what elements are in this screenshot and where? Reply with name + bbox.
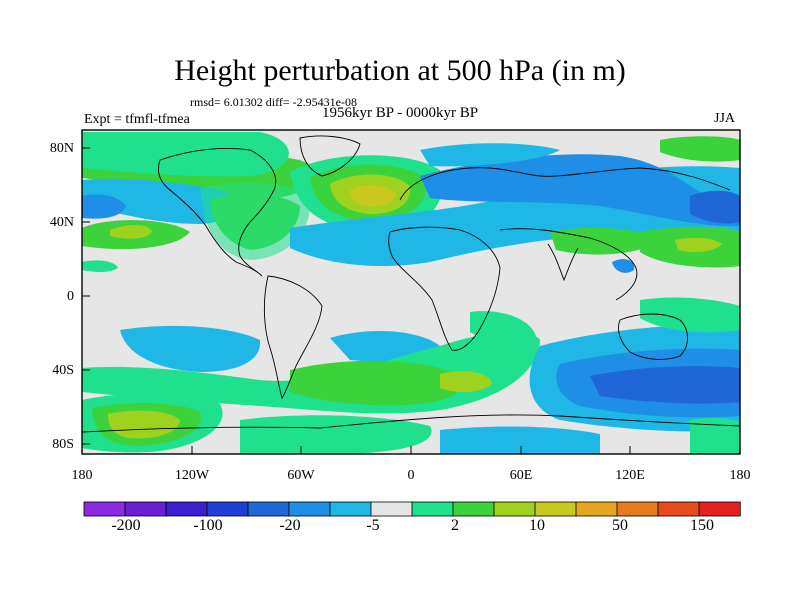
field-eq-green bbox=[82, 260, 118, 272]
colorbar-label-neg200: -200 bbox=[111, 517, 141, 534]
colorbar-swatch bbox=[165, 501, 208, 517]
colorbar-swatch bbox=[411, 501, 454, 517]
field-sh-east-deep bbox=[590, 366, 740, 404]
colorbar-label-150: 150 bbox=[690, 517, 714, 534]
lon-label-60w: 60W bbox=[287, 468, 315, 483]
lon-label-120e: 120E bbox=[615, 468, 645, 483]
field-asia-blue-small bbox=[612, 259, 635, 273]
lon-label-180w: 180 bbox=[71, 468, 93, 483]
field-arctic-light bbox=[82, 132, 289, 177]
field-pac-east-yellow bbox=[675, 237, 722, 252]
coastlines bbox=[82, 135, 740, 433]
field-sh-sw-yellow bbox=[108, 410, 180, 439]
coast-antarctica bbox=[82, 414, 740, 433]
field-sh-ne-green bbox=[640, 297, 740, 333]
field-ne-green bbox=[660, 136, 740, 162]
season-label: JJA bbox=[714, 111, 736, 126]
coast-north-america bbox=[158, 148, 277, 277]
period-label: 1956kyr BP - 0000kyr BP bbox=[322, 105, 479, 121]
lon-label-180e: 180 bbox=[729, 468, 751, 483]
field-eurasia-mid bbox=[420, 154, 740, 227]
coast-africa bbox=[388, 226, 501, 351]
colorbar-label-10: 10 bbox=[529, 517, 545, 534]
colorbar-label-2: 2 bbox=[451, 517, 459, 534]
coast-south-america bbox=[263, 275, 323, 400]
colorbar-swatch bbox=[329, 501, 372, 517]
lat-label-80s: 80S bbox=[52, 437, 74, 452]
colorbar-swatch bbox=[247, 501, 290, 517]
colorbar-swatch bbox=[698, 501, 741, 517]
chart-title: Height perturbation at 500 hPa (in m) bbox=[174, 54, 626, 87]
colorbar-swatch bbox=[452, 501, 495, 517]
colorbar-swatch bbox=[124, 501, 167, 517]
field-eurasia-top bbox=[420, 143, 560, 167]
field-atl-core bbox=[350, 185, 396, 207]
field-us-light bbox=[200, 182, 311, 260]
field-pac-yellow bbox=[110, 224, 152, 239]
field-sh-ant-blue bbox=[440, 426, 600, 454]
field-sh-africa-green bbox=[470, 311, 536, 343]
lat-label-40n: 40N bbox=[49, 215, 74, 230]
colorbar-swatch bbox=[288, 501, 331, 517]
colorbar-label-50: 50 bbox=[612, 517, 628, 534]
lon-label-60e: 60E bbox=[509, 468, 533, 483]
coast-australia bbox=[618, 313, 688, 360]
lon-label-120w: 120W bbox=[174, 468, 210, 483]
field-eurasia-deep bbox=[690, 190, 740, 224]
field-sh-blue-west bbox=[120, 325, 261, 372]
colorbar-swatch bbox=[575, 501, 618, 517]
coast-asia bbox=[499, 228, 638, 301]
lat-label-80n: 80N bbox=[49, 141, 74, 156]
field-sh-yellow bbox=[440, 371, 492, 393]
map-ticks bbox=[81, 147, 741, 454]
lon-label-0: 0 bbox=[407, 468, 415, 483]
field-sh-green-mid bbox=[290, 360, 461, 406]
lat-label-40s: 40S bbox=[52, 363, 74, 378]
coast-india bbox=[547, 243, 579, 282]
colorbar-swatch bbox=[206, 501, 249, 517]
stats-line: rmsd= 6.01302 diff= -2.95431e-08 bbox=[190, 95, 357, 109]
field-nam-deep bbox=[82, 194, 126, 219]
colorbar-label-neg5: -5 bbox=[366, 517, 380, 534]
field-siberia-green bbox=[550, 227, 660, 255]
field-sh-ant-green-east bbox=[690, 417, 740, 454]
field-sh-ant-green bbox=[240, 415, 432, 454]
colorbar-swatch bbox=[83, 501, 126, 517]
coast-greenland bbox=[299, 135, 361, 177]
colorbar-swatch bbox=[370, 501, 413, 517]
colorbar-label-neg100: -100 bbox=[193, 517, 223, 534]
colorbar-swatch bbox=[616, 501, 659, 517]
colorbar-swatch bbox=[493, 501, 536, 517]
colorbar-swatch bbox=[657, 501, 700, 517]
lat-label-0: 0 bbox=[67, 289, 74, 304]
map-panel bbox=[81, 129, 741, 455]
coast-europe bbox=[399, 167, 731, 201]
field-nam-blue bbox=[82, 178, 238, 224]
experiment-label: Expt = tfmfl-tfmea bbox=[84, 112, 190, 127]
colorbar-swatch bbox=[534, 501, 577, 517]
colorbar-label-neg20: -20 bbox=[279, 517, 301, 534]
colorbar bbox=[83, 501, 741, 517]
